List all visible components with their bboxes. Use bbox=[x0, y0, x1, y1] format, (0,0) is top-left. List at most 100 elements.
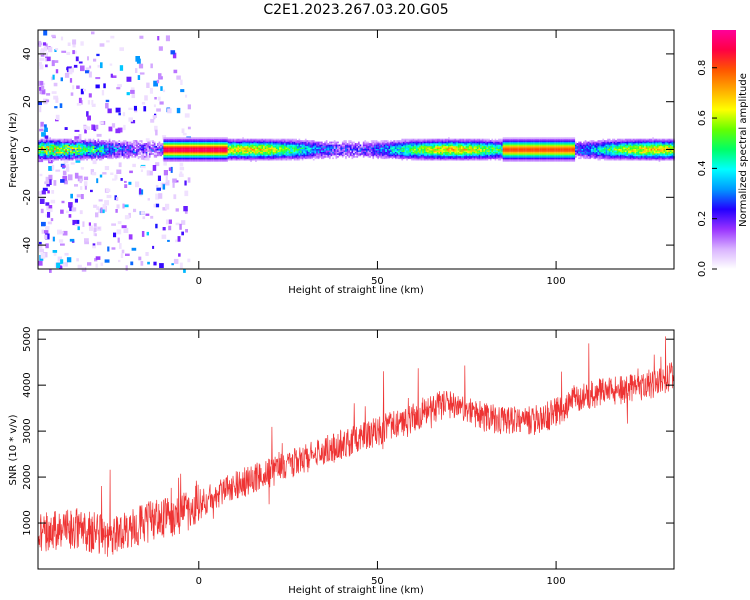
spectrogram-band-cell bbox=[234, 141, 236, 144]
spectrogram-band-cell bbox=[354, 144, 357, 147]
spectrogram-band-cell bbox=[237, 144, 240, 147]
spectrogram-band-cell bbox=[259, 158, 262, 161]
spectrogram-band-cell bbox=[293, 144, 296, 147]
spectrogram-band-cell bbox=[489, 153, 492, 155]
spectrogram-band-cell bbox=[116, 154, 119, 157]
spectrogram-band-cell bbox=[155, 145, 158, 148]
spectrogram-band-cell bbox=[279, 153, 281, 155]
spectrogram-band-cell bbox=[73, 140, 76, 142]
spectrogram-band-cell bbox=[144, 144, 146, 147]
spectrogram-band-cell bbox=[50, 148, 53, 151]
spectrogram-band-cell bbox=[501, 141, 503, 144]
spectrogram-band-cell bbox=[541, 138, 543, 141]
spectrogram-band-cell bbox=[272, 153, 275, 155]
spectrogram-band-cell bbox=[380, 154, 383, 157]
spectrogram-band-cell bbox=[428, 154, 431, 157]
spectrogram-band-cell bbox=[317, 154, 320, 157]
spectrogram-band-cell bbox=[173, 143, 175, 145]
spectrogram-band-cell bbox=[221, 148, 223, 151]
spectrogram-band-cell bbox=[44, 156, 47, 158]
spectrogram-noise-cell bbox=[185, 94, 188, 98]
spectrogram-band-cell bbox=[105, 150, 108, 152]
spectrogram-noise-cell bbox=[63, 180, 68, 185]
spectrogram-band-cell bbox=[476, 138, 479, 141]
spectrogram-band-cell bbox=[49, 153, 51, 155]
spectrogram-band-cell bbox=[182, 153, 185, 155]
spectrogram-band-cell bbox=[464, 150, 466, 152]
spectrogram-band-cell bbox=[505, 158, 508, 161]
spectrogram-band-cell bbox=[213, 148, 215, 151]
spectrogram-band-cell bbox=[312, 145, 315, 148]
spectrogram-band-cell bbox=[150, 144, 153, 147]
spectrogram-band-cell bbox=[55, 148, 58, 151]
spectrogram-band-cell bbox=[531, 156, 534, 158]
spectrogram-band-cell bbox=[337, 150, 339, 152]
spectrogram-band-cell bbox=[134, 153, 137, 155]
spectrogram-band-cell bbox=[279, 157, 281, 160]
spectrogram-band-cell bbox=[177, 145, 180, 148]
spectrogram-band-cell bbox=[208, 144, 211, 147]
spectrogram-band-cell bbox=[300, 153, 302, 155]
spectrogram-band-cell bbox=[435, 144, 437, 147]
spectrogram-band-cell bbox=[441, 143, 444, 145]
spectrogram-band-cell bbox=[79, 154, 82, 157]
spectrogram-band-cell bbox=[157, 154, 159, 157]
spectrogram-noise-cell bbox=[156, 108, 161, 112]
spectrogram-band-cell bbox=[165, 160, 167, 162]
spectrogram-band-cell bbox=[264, 147, 267, 149]
spectrogram-band-cell bbox=[507, 147, 510, 149]
spectrogram-band-cell bbox=[292, 156, 294, 158]
spectrogram-band-cell bbox=[483, 150, 486, 152]
spectrogram-band-cell bbox=[542, 153, 545, 155]
spectrogram-band-cell bbox=[481, 158, 484, 161]
spectrogram-band-cell bbox=[415, 151, 418, 154]
spectrogram-band-cell bbox=[444, 143, 447, 145]
spectrogram-band-cell bbox=[504, 137, 506, 139]
spectrogram-band-cell bbox=[351, 153, 354, 155]
spectrogram-band-cell bbox=[190, 156, 193, 158]
spectrogram-band-cell bbox=[443, 145, 445, 148]
spectrogram-band-cell bbox=[340, 145, 342, 148]
spectrogram-band-cell bbox=[324, 144, 326, 147]
spectrogram-band-cell bbox=[303, 143, 305, 145]
spectrogram-band-cell bbox=[353, 144, 355, 147]
spectrogram-noise-cell bbox=[179, 262, 183, 269]
spectrogram-noise-cell bbox=[176, 75, 181, 80]
spectrogram-noise-cell bbox=[96, 178, 99, 184]
spectrogram-noise-cell bbox=[116, 204, 120, 209]
spectrogram-band-cell bbox=[86, 145, 88, 148]
spectrogram-band-cell bbox=[425, 143, 428, 145]
spectrogram-band-cell bbox=[531, 150, 534, 152]
spectrogram-band-cell bbox=[76, 150, 79, 152]
spectrogram-band-cell bbox=[472, 140, 474, 142]
spectrogram-band-cell bbox=[480, 158, 482, 161]
spectrogram-band-cell bbox=[329, 144, 331, 147]
spectrogram-band-cell bbox=[242, 137, 244, 139]
spectrogram-band-cell bbox=[157, 153, 159, 155]
spectrogram-band-cell bbox=[481, 156, 484, 158]
spectrogram-band-cell bbox=[528, 145, 531, 148]
spectrogram-band-cell bbox=[512, 145, 514, 148]
spectrogram-band-cell bbox=[542, 157, 545, 160]
spectrogram-band-cell bbox=[161, 148, 164, 151]
spectrogram-band-cell bbox=[520, 156, 523, 158]
spectrogram-band-cell bbox=[364, 140, 367, 142]
spectrogram-band-cell bbox=[431, 147, 434, 149]
spectrogram-band-cell bbox=[522, 140, 524, 142]
spectrogram-noise-cell bbox=[126, 76, 132, 82]
spectrogram-band-cell bbox=[123, 148, 125, 151]
spectrogram-band-cell bbox=[197, 145, 199, 148]
spectrogram-band-cell bbox=[213, 157, 215, 160]
spectrogram-band-cell bbox=[219, 138, 222, 141]
spectrogram-band-cell bbox=[322, 144, 325, 147]
spectrogram-band-cell bbox=[248, 158, 251, 161]
spectrogram-band-cell bbox=[372, 157, 375, 160]
spectrogram-noise-cell bbox=[45, 202, 50, 206]
spectrogram-band-cell bbox=[531, 145, 534, 148]
spectrogram-band-cell bbox=[530, 157, 532, 160]
spectrogram-band-cell bbox=[263, 144, 265, 147]
spectrogram-band-cell bbox=[422, 158, 424, 161]
spectrogram-band-cell bbox=[348, 145, 350, 148]
spectrogram-band-cell bbox=[398, 143, 400, 145]
spectrogram-band-cell bbox=[250, 145, 252, 148]
